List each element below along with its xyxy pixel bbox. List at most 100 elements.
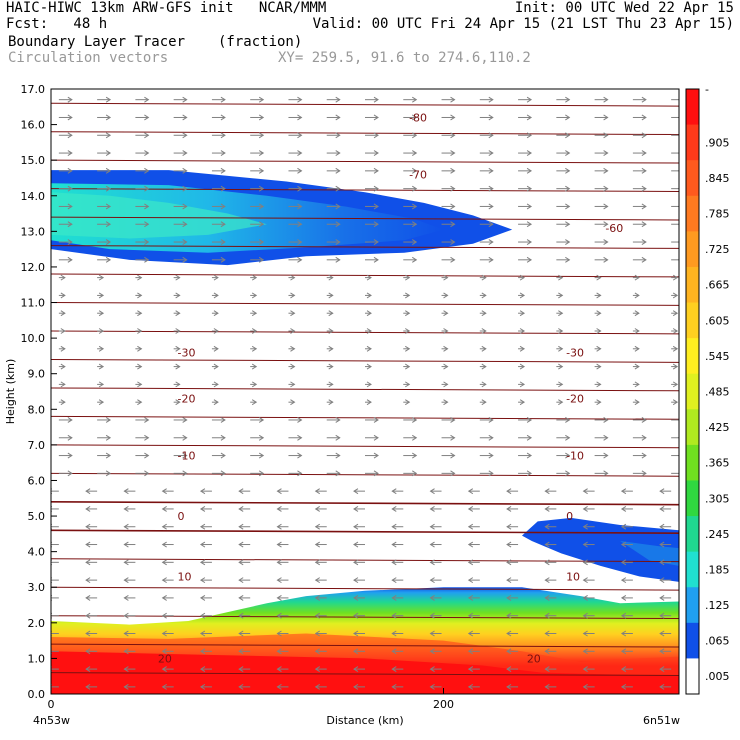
circulation-vector-head [450, 132, 456, 139]
contour-label: 20 [527, 652, 541, 665]
circulation-vector-head [443, 399, 449, 406]
circulation-vector-head [290, 274, 296, 281]
circulation-vector-head [450, 470, 456, 477]
circulation-vector-head [137, 310, 143, 317]
circulation-vector-head [105, 434, 112, 441]
circulation-vector-head [391, 577, 397, 584]
circulation-vector-head [335, 114, 341, 121]
contour-line [51, 672, 679, 676]
circulation-vector-head [123, 577, 129, 584]
circulation-vector-head [182, 203, 188, 210]
contour-label: -10 [566, 450, 584, 463]
circulation-vector-head [680, 97, 684, 102]
circulation-vector-head [450, 452, 456, 459]
circulation-vector-head [98, 399, 105, 406]
circulation-vector-head [276, 577, 282, 584]
circulation-vector-head [565, 167, 571, 174]
y-tick-label: 13.0 [21, 225, 46, 238]
circulation-vector-head [659, 541, 665, 548]
circulation-vector-head [429, 506, 435, 512]
circulation-vector-head [373, 167, 379, 174]
circulation-vector-head [123, 488, 129, 495]
circulation-vector-head [199, 683, 206, 690]
circulation-vector-head [620, 630, 627, 637]
circulation-vector-head [123, 683, 129, 690]
circulation-vector-head [672, 345, 679, 352]
circulation-vector-head [519, 399, 526, 406]
circulation-vector-head [603, 434, 609, 441]
circulation-vector-head [220, 150, 226, 156]
x-tick-label: 200 [433, 698, 454, 711]
circulation-vector-head [519, 363, 526, 370]
colorbar-swatch [686, 551, 699, 588]
circulation-vector-head [467, 506, 474, 512]
circulation-vector-head [506, 683, 512, 690]
circulation-vector-head [182, 96, 188, 103]
contour-line [51, 529, 679, 534]
circulation-vector-head [123, 541, 129, 548]
circulation-vector-head [680, 435, 684, 440]
circulation-vector-head [544, 648, 550, 655]
circulation-vector-head [582, 523, 588, 530]
circulation-vector-head [85, 506, 91, 512]
circulation-vector-head [544, 523, 550, 530]
circulation-vector-head [353, 648, 359, 655]
x-axis-label: Distance (km) [326, 714, 403, 727]
circulation-vector-head [544, 612, 550, 619]
contour-label: 10 [566, 571, 580, 584]
contour-line [51, 472, 679, 477]
circulation-vector-head [85, 630, 91, 637]
circulation-vector-head [335, 203, 341, 210]
circulation-vector-head [481, 292, 487, 299]
circulation-vector-head [98, 292, 105, 299]
circulation-vector-head [391, 630, 397, 637]
circulation-vector-head [137, 399, 143, 406]
mid-level-tongue-core [620, 540, 679, 566]
circulation-vector-head [251, 399, 258, 406]
circulation-vector-head [620, 559, 627, 566]
circulation-vector-head [488, 256, 494, 263]
y-tick-label: 10.0 [21, 332, 46, 345]
circulation-vector-head [641, 185, 647, 192]
circulation-vector-head [620, 594, 627, 601]
circulation-vector-head [429, 648, 435, 655]
circulation-vector-head [366, 399, 372, 406]
circulation-vector-head [258, 167, 265, 174]
circulation-vector-head [60, 274, 66, 281]
circulation-vector-head [506, 506, 512, 512]
circulation-vector-head [144, 221, 150, 228]
circulation-vector-head [603, 150, 609, 156]
circulation-vector-head [405, 399, 411, 406]
circulation-vector-head [328, 310, 334, 317]
circulation-vector-head [175, 328, 181, 334]
circulation-vector-head [373, 417, 379, 423]
header-units: (fraction) [218, 34, 303, 50]
circulation-vector-head [582, 559, 588, 566]
circulation-vector-head [488, 132, 494, 139]
circulation-vector-head [467, 666, 474, 673]
x-tick-label: 0 [48, 698, 55, 711]
circulation-vector-head [366, 328, 372, 334]
header-vectors: Circulation vectors [8, 50, 169, 66]
circulation-vector-head [488, 150, 494, 156]
circulation-vector-head [544, 577, 550, 584]
circulation-vector-head [672, 381, 679, 388]
circulation-vector-head [220, 256, 226, 263]
circulation-vector-head [258, 470, 265, 477]
contour-line [51, 131, 679, 136]
circulation-vector-head [373, 150, 379, 156]
circulation-vector-head [98, 363, 105, 370]
circulation-vector-head [98, 345, 105, 352]
circulation-vector-head [582, 488, 588, 495]
circulation-vector-head [526, 470, 533, 477]
circulation-vector-head [328, 363, 334, 370]
circulation-vector-head [251, 363, 258, 370]
circulation-vector-head [161, 666, 167, 673]
circulation-vector-head [199, 666, 206, 673]
circulation-vector-head [634, 381, 640, 388]
circulation-vector-head [603, 256, 609, 263]
circulation-vector-head [335, 221, 341, 228]
circulation-vector-head [105, 185, 112, 192]
circulation-vector-head [603, 470, 609, 477]
circulation-vector-head [373, 470, 379, 477]
